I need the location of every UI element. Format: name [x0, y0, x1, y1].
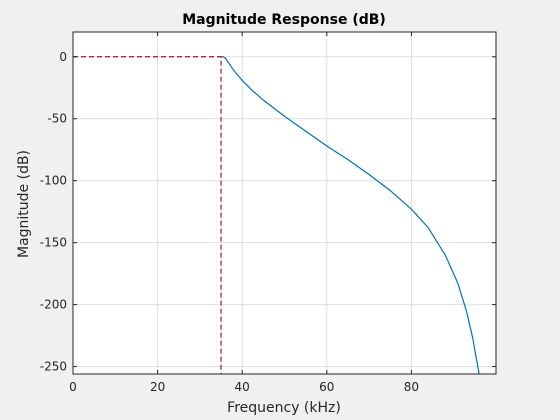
- y-axis-label: Magnitude (dB): [16, 150, 32, 258]
- axes-background: [73, 32, 496, 374]
- x-tick-label: 0: [69, 380, 77, 394]
- y-tick-label: 0: [59, 50, 67, 64]
- magnitude-response-line: [221, 56, 480, 374]
- x-tick-label: 60: [319, 380, 334, 394]
- plot-data: [73, 56, 480, 374]
- x-tick-label: 40: [235, 380, 250, 394]
- x-tick-label: 20: [150, 380, 165, 394]
- axis-ticks: 0 20 40 60 80 0 -50 -100 -150 -200 -250: [40, 32, 496, 394]
- y-tick-label: -200: [40, 298, 67, 312]
- grid-lines: [72, 32, 496, 374]
- x-tick-label: 80: [404, 380, 419, 394]
- y-tick-label: -250: [40, 360, 67, 374]
- spec-mask-line: [73, 56, 222, 374]
- axes-box: [72, 31, 497, 375]
- chart-title: Magnitude Response (dB): [182, 12, 386, 28]
- y-tick-label: -50: [47, 112, 67, 126]
- y-tick-label: -100: [40, 174, 67, 188]
- y-tick-label: -150: [40, 236, 67, 250]
- x-axis-label: Frequency (kHz): [227, 400, 341, 416]
